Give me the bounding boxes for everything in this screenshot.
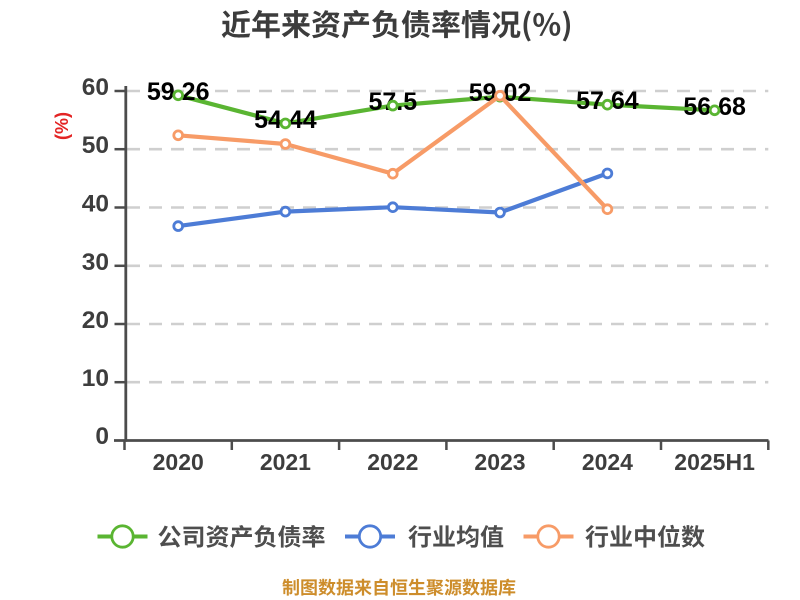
svg-text:2020: 2020: [153, 449, 204, 475]
svg-text:2025H1: 2025H1: [674, 449, 755, 475]
svg-text:30: 30: [82, 249, 109, 276]
svg-text:50: 50: [82, 132, 109, 159]
svg-text:2021: 2021: [260, 449, 311, 475]
svg-text:2024: 2024: [582, 449, 633, 475]
svg-text:10: 10: [82, 365, 109, 392]
svg-text:20: 20: [82, 307, 109, 334]
svg-text:2023: 2023: [474, 449, 525, 475]
svg-text:0: 0: [95, 423, 109, 450]
svg-text:2022: 2022: [367, 449, 418, 475]
svg-text:40: 40: [82, 191, 109, 218]
svg-text:60: 60: [82, 74, 109, 101]
svg-text:(%): (%): [52, 112, 72, 140]
